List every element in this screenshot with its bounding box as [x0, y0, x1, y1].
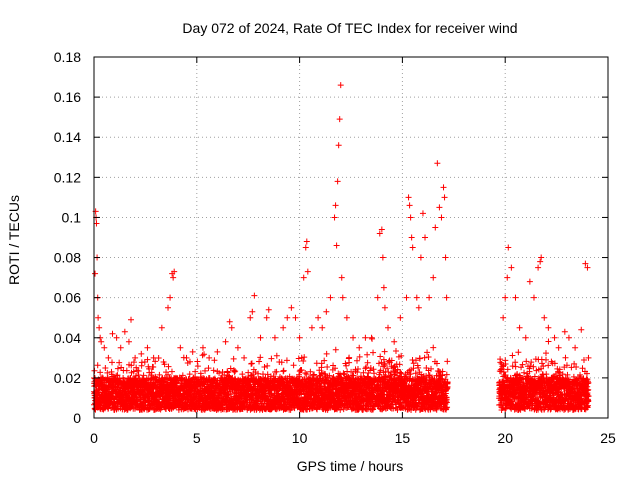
data-point — [364, 359, 371, 366]
data-point — [518, 364, 525, 371]
data-point — [542, 350, 549, 357]
data-point — [273, 352, 280, 359]
data-point — [130, 359, 137, 366]
data-point — [542, 356, 549, 363]
data-point — [356, 353, 363, 360]
data-point — [256, 358, 263, 365]
data-point — [211, 357, 218, 364]
data-point — [156, 371, 163, 378]
data-point — [227, 391, 234, 398]
data-point — [210, 367, 217, 374]
data-point — [216, 370, 223, 377]
data-point — [116, 359, 123, 366]
data-point — [257, 354, 264, 361]
data-point — [194, 363, 201, 370]
data-point — [227, 365, 234, 372]
points-layer — [91, 82, 592, 413]
data-point — [131, 405, 138, 412]
data-point — [144, 356, 151, 363]
data-point — [109, 359, 116, 366]
data-point — [192, 368, 199, 375]
data-point — [363, 364, 370, 371]
data-point — [248, 360, 255, 367]
data-point — [168, 368, 175, 375]
data-point — [165, 371, 172, 378]
data-point — [509, 352, 516, 359]
data-point — [186, 371, 193, 378]
data-point — [161, 361, 168, 368]
data-point — [519, 361, 526, 368]
data-point — [152, 358, 159, 365]
data-point — [165, 363, 172, 370]
data-point — [261, 364, 268, 371]
data-point — [245, 369, 252, 376]
data-point — [123, 367, 130, 374]
data-point — [150, 363, 157, 370]
data-point — [283, 357, 290, 364]
data-point — [202, 367, 209, 374]
data-point — [377, 353, 384, 360]
data-point — [430, 344, 437, 351]
data-point — [99, 374, 106, 381]
data-point — [148, 369, 155, 376]
data-point — [118, 364, 125, 371]
data-point — [515, 349, 522, 356]
data-point — [545, 338, 552, 345]
data-point — [104, 369, 111, 376]
data-point — [370, 349, 377, 356]
data-point — [114, 365, 121, 372]
data-point — [179, 372, 186, 379]
data-point — [364, 351, 371, 358]
data-point — [232, 368, 239, 375]
data-point — [205, 365, 212, 372]
data-point — [128, 362, 135, 369]
data-point — [280, 367, 287, 374]
data-point — [114, 372, 121, 379]
data-point — [444, 358, 451, 365]
data-point — [221, 372, 228, 379]
data-point — [264, 362, 271, 369]
data-point — [324, 363, 331, 370]
data-point — [354, 357, 361, 364]
data-point — [371, 370, 378, 377]
data-point — [323, 350, 330, 357]
data-point — [230, 355, 237, 362]
data-point — [133, 364, 140, 371]
data-point — [273, 368, 280, 375]
data-point — [199, 352, 206, 359]
data-point — [268, 355, 275, 362]
data-point — [135, 367, 142, 374]
data-point — [290, 362, 297, 369]
data-point — [155, 354, 162, 361]
data-point — [94, 362, 101, 369]
data-point — [346, 359, 353, 366]
data-point — [424, 349, 431, 356]
data-point — [219, 369, 226, 376]
data-point — [512, 363, 519, 370]
data-point — [392, 347, 399, 354]
data-point — [201, 351, 208, 358]
data-point — [539, 360, 546, 367]
data-point — [248, 360, 255, 367]
data-point — [443, 371, 450, 378]
data-point — [140, 372, 147, 379]
data-point — [521, 369, 528, 376]
data-point — [425, 354, 432, 361]
data-point — [381, 348, 388, 355]
data-point — [186, 358, 193, 365]
data-point — [102, 364, 109, 371]
data-point — [97, 369, 104, 376]
data-point — [302, 369, 309, 376]
data-point — [332, 346, 339, 353]
data-point — [421, 354, 428, 361]
